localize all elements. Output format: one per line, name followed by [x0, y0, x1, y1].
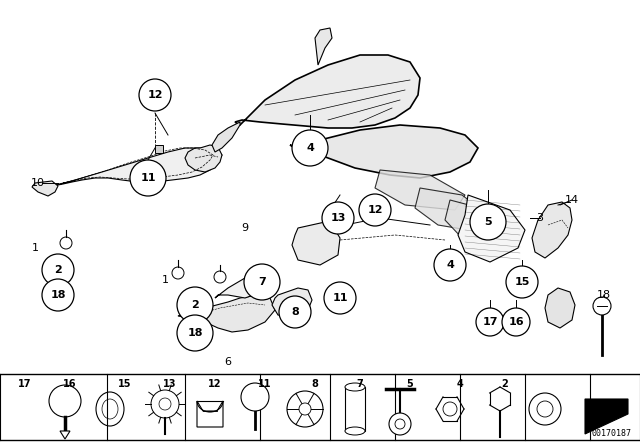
Circle shape [214, 271, 226, 283]
Ellipse shape [345, 427, 365, 435]
Circle shape [151, 390, 179, 418]
Circle shape [389, 413, 411, 435]
Text: 12: 12 [208, 379, 221, 389]
Polygon shape [178, 295, 275, 332]
Text: 12: 12 [147, 90, 163, 100]
Text: 2: 2 [502, 379, 508, 389]
Polygon shape [415, 188, 488, 232]
Circle shape [506, 266, 538, 298]
Text: 8: 8 [312, 379, 319, 389]
Circle shape [292, 130, 328, 166]
Polygon shape [315, 28, 332, 65]
Text: 15: 15 [118, 379, 132, 389]
Circle shape [177, 287, 213, 323]
Bar [155, 145, 163, 153]
Text: 13: 13 [330, 213, 346, 223]
Text: 11: 11 [259, 379, 272, 389]
Text: 17: 17 [19, 379, 32, 389]
Circle shape [476, 308, 504, 336]
Text: 12: 12 [367, 205, 383, 215]
Circle shape [502, 308, 530, 336]
Text: 17: 17 [483, 317, 498, 327]
Polygon shape [585, 399, 628, 434]
Polygon shape [32, 181, 58, 196]
Polygon shape [445, 200, 510, 248]
Polygon shape [272, 288, 312, 318]
Polygon shape [290, 125, 478, 178]
Text: 5: 5 [406, 379, 413, 389]
Text: 4: 4 [306, 143, 314, 153]
Text: 2: 2 [191, 300, 199, 310]
Text: 11: 11 [332, 293, 348, 303]
Circle shape [42, 254, 74, 286]
Text: 16: 16 [63, 379, 77, 389]
Circle shape [244, 264, 280, 300]
Text: 11: 11 [140, 173, 156, 183]
Polygon shape [532, 202, 572, 258]
Circle shape [172, 267, 184, 279]
Circle shape [593, 297, 611, 315]
Text: 6: 6 [225, 357, 232, 367]
Text: 18: 18 [597, 290, 611, 300]
Circle shape [177, 315, 213, 351]
Circle shape [279, 296, 311, 328]
Bar [345, 387, 365, 431]
Polygon shape [375, 170, 465, 210]
Circle shape [130, 160, 166, 196]
Circle shape [139, 79, 171, 111]
Text: 4: 4 [446, 260, 454, 270]
Polygon shape [215, 270, 268, 298]
Text: 18: 18 [51, 290, 66, 300]
Circle shape [60, 237, 72, 249]
Circle shape [324, 282, 356, 314]
Ellipse shape [345, 383, 365, 391]
Polygon shape [185, 145, 222, 172]
Circle shape [529, 393, 561, 425]
Text: 15: 15 [515, 277, 530, 287]
Text: 00170187: 00170187 [592, 430, 632, 439]
Text: 7: 7 [258, 277, 266, 287]
Circle shape [49, 385, 81, 417]
Circle shape [287, 391, 323, 427]
Circle shape [359, 194, 391, 226]
Text: 3: 3 [536, 213, 543, 223]
Polygon shape [292, 222, 340, 265]
Text: 14: 14 [565, 195, 579, 205]
Ellipse shape [96, 392, 124, 426]
Text: 9: 9 [241, 223, 248, 233]
Circle shape [470, 204, 506, 240]
Text: 10: 10 [31, 178, 45, 188]
Circle shape [299, 403, 311, 415]
Polygon shape [235, 55, 420, 128]
Text: 13: 13 [163, 379, 177, 389]
Text: 5: 5 [484, 217, 492, 227]
Text: 16: 16 [508, 317, 524, 327]
Text: 1: 1 [161, 275, 168, 285]
Text: 1: 1 [31, 243, 38, 253]
Polygon shape [60, 431, 70, 439]
Circle shape [434, 249, 466, 281]
Text: 4: 4 [456, 379, 463, 389]
Text: 18: 18 [188, 328, 203, 338]
Polygon shape [545, 288, 575, 328]
Polygon shape [212, 122, 240, 152]
Circle shape [322, 202, 354, 234]
Text: 2: 2 [54, 265, 62, 275]
Circle shape [42, 279, 74, 311]
Text: 7: 7 [356, 379, 364, 389]
Polygon shape [197, 401, 223, 427]
Circle shape [241, 383, 269, 411]
Polygon shape [458, 195, 525, 262]
Polygon shape [55, 148, 222, 185]
Text: 8: 8 [291, 307, 299, 317]
